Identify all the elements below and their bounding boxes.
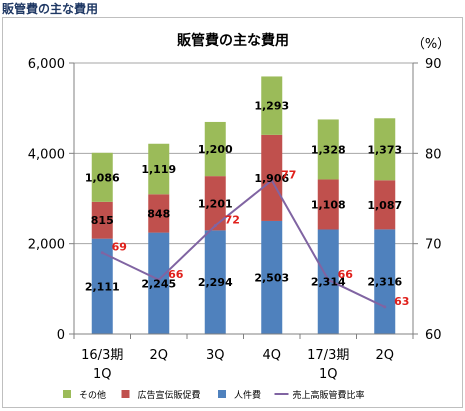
x-tick-label: 16/3期 (81, 348, 123, 363)
x-tick-label: 1Q (93, 367, 112, 382)
bar-segment (91, 201, 113, 239)
bar-segment (91, 152, 113, 202)
bar-value-label: 2,316 (367, 276, 402, 289)
legend-swatch (121, 390, 130, 398)
bar-value-label: 1,087 (367, 199, 402, 212)
bar-value-label: 2,314 (311, 276, 346, 289)
ratio-point (213, 224, 217, 228)
bar-value-label: 815 (91, 214, 114, 227)
ratio-value-label: 77 (281, 168, 296, 181)
bar-segment (317, 229, 339, 334)
ratio-point (326, 278, 330, 282)
y-tick-label: 6,000 (28, 57, 65, 72)
bar-value-label: 1,906 (254, 172, 289, 185)
ratio-value-label: 72 (225, 214, 240, 227)
legend-label: 広告宣伝販促費 (138, 389, 201, 401)
ratio-point (383, 305, 387, 309)
x-tick-label: 17/3期 (307, 348, 349, 363)
stacked-bar-line-chart: 販管費の主な費用 （%） 0 2,000 4,000 6,000 60 70 80 90 16/… (28, 32, 450, 401)
bar-value-label: 1,328 (311, 143, 346, 156)
bar-value-label: 2,503 (254, 271, 289, 284)
bar-segment (317, 119, 339, 180)
x-tick-label: 4Q (262, 348, 281, 363)
bar-value-label: 1,293 (254, 100, 289, 113)
bar-value-label: 1,086 (85, 171, 120, 184)
ratio-line (101, 178, 386, 308)
bar-segment (261, 220, 283, 334)
y2-tick-label: 90 (425, 57, 442, 72)
bar-value-label: 1,108 (311, 198, 346, 211)
legend-label: 人件費 (234, 389, 261, 401)
bar-value-label: 1,201 (198, 197, 233, 210)
bar-value-label: 848 (147, 207, 170, 220)
bar-segment (148, 194, 170, 233)
ratio-value-label: 66 (338, 268, 354, 281)
bar-value-label: 1,119 (141, 163, 176, 176)
x-tick-label: 3Q (206, 348, 225, 363)
y-tick-label: 0 (57, 328, 65, 343)
bar-segment (204, 176, 226, 231)
bar-segment (261, 76, 283, 135)
x-tick-label: 2Q (149, 348, 168, 363)
ratio-value-label: 66 (168, 268, 184, 281)
bar-segment (148, 232, 170, 334)
legend-label: その他 (79, 389, 106, 401)
legend-label: 売上高販管費比率 (293, 389, 365, 401)
ratio-value-label: 69 (112, 241, 127, 254)
x-tick-label: 1Q (319, 367, 338, 382)
bar-segment (374, 180, 396, 230)
bar-value-label: 2,245 (141, 277, 176, 290)
bar-segment (148, 143, 170, 195)
bar-value-label: 1,200 (198, 143, 233, 156)
y2-tick-label: 80 (425, 147, 442, 162)
bar-value-label: 2,294 (198, 276, 233, 289)
bar-segment (317, 179, 339, 230)
chart-frame: 販管費の主な費用 （%） 0 2,000 4,000 6,000 60 70 80 90 16/… (2, 17, 463, 408)
x-tick-label: 2Q (375, 348, 394, 363)
bar-value-label: 2,111 (85, 280, 120, 293)
y2-tick-label: 60 (425, 328, 442, 343)
bar-segment (204, 121, 226, 177)
page-heading: 販管費の主な費用 (2, 2, 99, 16)
legend-swatch (218, 390, 226, 398)
bar-segment (204, 230, 226, 334)
y-tick-label: 4,000 (28, 147, 65, 162)
bar-segment (374, 229, 396, 334)
ratio-value-label: 63 (394, 295, 409, 308)
ratio-point (100, 251, 104, 255)
bar-segment (91, 238, 113, 334)
legend-swatch (63, 390, 71, 398)
bar-segment (374, 118, 396, 181)
y-tick-label: 2,000 (28, 238, 65, 253)
y2-tick-label: 70 (425, 238, 442, 253)
bar-value-label: 1,373 (367, 143, 402, 156)
bar-segment (261, 134, 283, 221)
chart-title: 販管費の主な費用 (177, 32, 289, 49)
ratio-point (157, 278, 161, 282)
ratio-point (270, 178, 274, 182)
right-axis-unit: （%） (412, 37, 450, 52)
